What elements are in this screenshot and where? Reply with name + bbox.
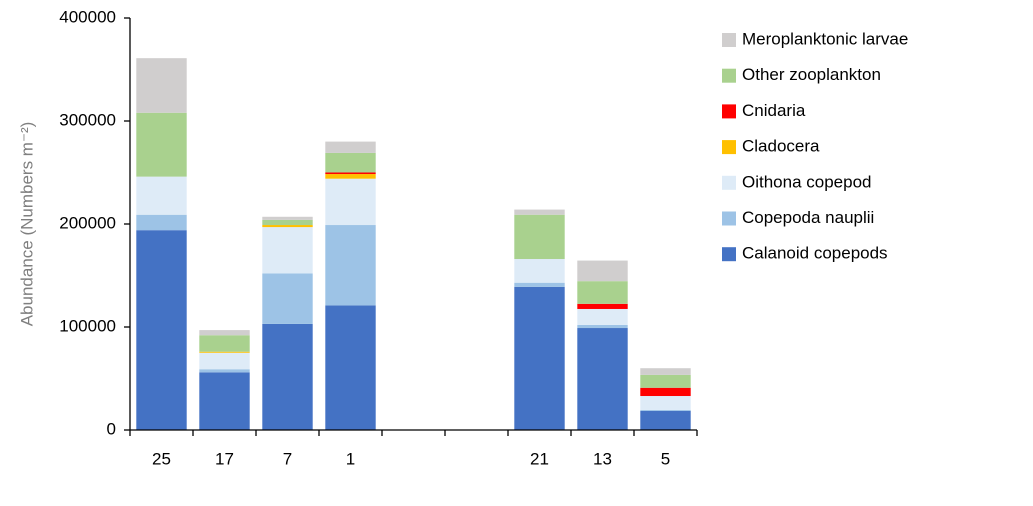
bar-segment <box>514 214 565 260</box>
bar-segment <box>262 216 313 220</box>
x-tick-label: 21 <box>530 449 549 468</box>
bar-segment <box>199 372 250 430</box>
bar-segment <box>199 335 250 352</box>
bar-segment <box>325 225 376 306</box>
legend-swatch <box>722 68 736 83</box>
y-tick-label: 100000 <box>59 316 116 335</box>
bar-segment <box>325 305 376 430</box>
bar-segment <box>577 324 628 329</box>
bar-segment <box>514 209 565 215</box>
bar-segment <box>514 259 565 283</box>
bar-segment <box>199 352 250 370</box>
legend-label: Copepoda nauplii <box>742 208 874 227</box>
y-tick-label: 200000 <box>59 213 116 232</box>
legend-swatch <box>722 33 736 47</box>
bar-segment <box>325 174 376 179</box>
legend-swatch <box>722 211 736 226</box>
legend-swatch <box>722 247 736 262</box>
bar-segment <box>640 387 691 397</box>
bar-segment <box>325 152 376 173</box>
legend-swatch <box>722 140 736 155</box>
bar-segment <box>577 281 628 304</box>
bar-segment <box>577 328 628 430</box>
bar-segment <box>640 374 691 388</box>
x-tick-label: 7 <box>283 449 292 468</box>
bar-segment <box>262 219 313 226</box>
bar-segment <box>199 330 250 336</box>
bar-segment <box>325 141 376 153</box>
bar-segment <box>640 409 691 411</box>
bar-segment <box>577 260 628 282</box>
bar-segment <box>136 230 187 430</box>
bar-segment <box>262 323 313 430</box>
x-tick-label: 25 <box>152 449 171 468</box>
y-tick-label: 400000 <box>59 7 116 26</box>
y-tick-label: 0 <box>107 419 116 438</box>
bar-segment <box>136 176 187 215</box>
legend-label: Oithona copepod <box>742 172 872 191</box>
bar-segment <box>262 273 313 324</box>
bar-segment <box>577 303 628 309</box>
bar-segment <box>262 227 313 274</box>
legend-swatch <box>722 175 736 190</box>
y-tick-label: 300000 <box>59 110 116 129</box>
x-tick-label: 13 <box>593 449 612 468</box>
legend-label: Meroplanktonic larvae <box>742 29 908 48</box>
bar-segment <box>136 58 187 113</box>
bar-segment <box>262 225 313 228</box>
legend-label: Cladocera <box>742 137 820 156</box>
legend-swatch <box>722 104 736 119</box>
legend-label: Other zooplankton <box>742 65 881 84</box>
bar-segment <box>514 286 565 430</box>
bar-segment <box>136 214 187 231</box>
legend-label: Calanoid copepods <box>742 244 888 263</box>
bar-segment <box>640 396 691 410</box>
x-tick-label: 5 <box>661 449 670 468</box>
x-tick-label: 1 <box>346 449 355 468</box>
bar-segment <box>577 308 628 325</box>
bar-segment <box>136 112 187 177</box>
bar-segment <box>325 172 376 175</box>
bar-segment <box>640 368 691 375</box>
bar-segment <box>199 351 250 353</box>
legend-label: Cnidaria <box>742 101 806 120</box>
bar-segment <box>325 178 376 226</box>
y-axis-label: Abundance (Numbers m⁻²) <box>17 122 36 327</box>
bar-segment <box>640 410 691 430</box>
bar-segment <box>514 282 565 287</box>
bar-segment <box>199 369 250 373</box>
x-tick-label: 17 <box>215 449 234 468</box>
